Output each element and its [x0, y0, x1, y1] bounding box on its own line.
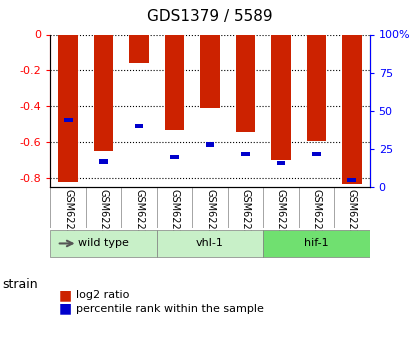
Bar [342, 34, 362, 184]
Text: percentile rank within the sample: percentile rank within the sample [76, 304, 263, 314]
FancyBboxPatch shape [157, 230, 263, 257]
Text: GSM62232: GSM62232 [170, 189, 179, 243]
Bar [165, 34, 184, 130]
Text: ■: ■ [59, 302, 72, 316]
Bar [64, 118, 73, 122]
Bar [170, 155, 179, 159]
Text: GSM62239: GSM62239 [347, 189, 357, 243]
Text: GSM62234: GSM62234 [276, 189, 286, 243]
Text: GSM62233: GSM62233 [205, 189, 215, 243]
Bar [135, 124, 144, 128]
Bar [94, 34, 113, 151]
Text: hif-1: hif-1 [304, 238, 329, 248]
Text: GSM62238: GSM62238 [311, 189, 321, 243]
Text: vhl-1: vhl-1 [196, 238, 224, 248]
Text: GSM62236: GSM62236 [99, 189, 109, 243]
Bar [200, 34, 220, 108]
Bar [312, 151, 321, 156]
Bar [347, 178, 356, 182]
Text: wild type: wild type [78, 238, 129, 248]
Text: log2 ratio: log2 ratio [76, 290, 129, 300]
Bar [276, 161, 285, 165]
Text: ■: ■ [59, 288, 72, 302]
FancyBboxPatch shape [263, 230, 370, 257]
Bar [236, 34, 255, 132]
Bar [307, 34, 326, 141]
Bar [271, 34, 291, 160]
Bar [58, 34, 78, 182]
Text: GSM62235: GSM62235 [241, 189, 250, 243]
Bar [99, 159, 108, 164]
Text: strain: strain [2, 278, 38, 291]
Bar [206, 142, 214, 147]
Bar [241, 151, 250, 156]
Bar [129, 34, 149, 63]
Text: GDS1379 / 5589: GDS1379 / 5589 [147, 9, 273, 24]
Text: GSM62237: GSM62237 [134, 189, 144, 243]
Text: GSM62231: GSM62231 [63, 189, 73, 243]
FancyBboxPatch shape [50, 230, 157, 257]
